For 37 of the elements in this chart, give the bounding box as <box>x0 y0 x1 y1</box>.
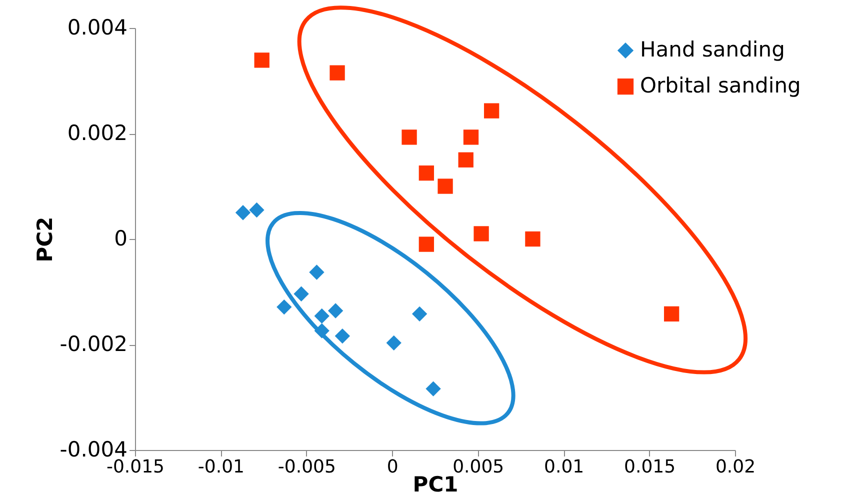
point <box>484 103 500 118</box>
y-tick-label: 0.004 <box>67 16 128 40</box>
y-axis-title: PC2 <box>32 216 57 262</box>
x-tick-label: 0.015 <box>624 456 676 478</box>
point <box>330 65 345 80</box>
point <box>328 303 344 318</box>
x-tick-label: 0.01 <box>544 456 584 478</box>
legend-label: Orbital sanding <box>640 74 801 98</box>
point <box>418 236 434 252</box>
point <box>525 231 540 247</box>
x-tick-label: -0.015 <box>106 456 165 478</box>
point <box>664 306 680 322</box>
y-tick-label: 0.002 <box>67 121 128 145</box>
point <box>334 328 350 344</box>
point <box>412 306 428 322</box>
point <box>249 202 264 218</box>
point <box>386 335 402 350</box>
point <box>276 299 292 315</box>
x-tick-label: 0 <box>386 456 398 478</box>
point <box>426 381 441 396</box>
x-tick-label: -0.01 <box>198 456 245 478</box>
point <box>474 226 489 242</box>
legend-label: Hand sanding <box>640 38 785 62</box>
point <box>438 178 453 194</box>
point <box>235 205 251 220</box>
point <box>314 308 330 324</box>
x-tick-label: 0.02 <box>715 456 756 478</box>
point <box>309 264 324 280</box>
point <box>418 165 434 181</box>
point <box>402 130 417 145</box>
point <box>458 152 474 168</box>
point <box>294 286 309 302</box>
point <box>463 130 479 145</box>
y-tick-label: 0 <box>114 226 128 250</box>
point <box>254 52 270 68</box>
y-tick-label: -0.002 <box>60 332 128 356</box>
x-tick-label: -0.005 <box>278 456 336 478</box>
